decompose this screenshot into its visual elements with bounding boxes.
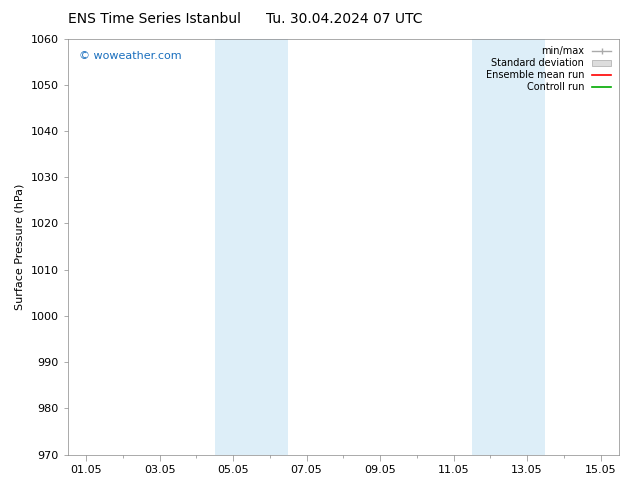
Legend: min/max, Standard deviation, Ensemble mean run, Controll run: min/max, Standard deviation, Ensemble me… (482, 44, 614, 95)
Bar (472, 39, 545, 455)
Bar (215, 39, 288, 455)
Text: Tu. 30.04.2024 07 UTC: Tu. 30.04.2024 07 UTC (266, 12, 423, 26)
Text: © woweather.com: © woweather.com (79, 51, 181, 61)
Y-axis label: Surface Pressure (hPa): Surface Pressure (hPa) (15, 183, 25, 310)
Text: ENS Time Series Istanbul: ENS Time Series Istanbul (68, 12, 241, 26)
